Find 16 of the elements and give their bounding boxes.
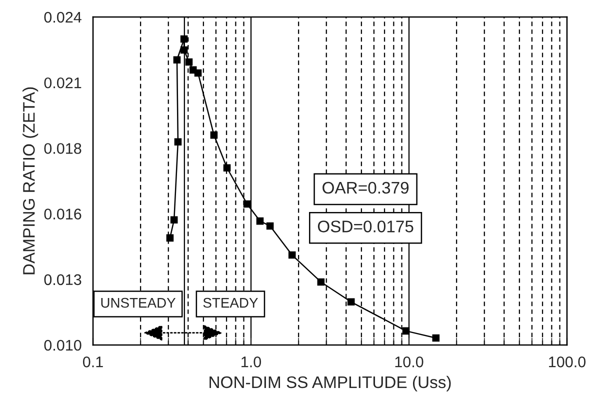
annotation: UNSTEADY (101, 298, 176, 308)
annotation: OAR=0.379 (322, 182, 409, 194)
x-tick-label: 10.0 (395, 356, 424, 368)
y-tick-label: 0.024 (44, 12, 82, 23)
y-tick-label: 0.013 (44, 274, 82, 286)
x-tick-label: 1.0 (242, 356, 262, 368)
y-tick-label: 0.021 (44, 77, 82, 88)
annotation: STEADY (203, 298, 258, 308)
y-tick-label: 0.010 (44, 340, 82, 351)
y-axis-title: DAMPING RATIO (ZETA) (22, 87, 38, 274)
y-tick-label: 0.016 (44, 208, 82, 220)
annotation: OSD=0.0175 (318, 220, 414, 232)
y-tick-label: 0.018 (44, 143, 82, 154)
x-tick-label: 0.1 (82, 356, 103, 368)
x-tick-label: 100.0 (549, 356, 586, 368)
x-axis-title: NON-DIM SS AMPLITUDE (Uss) (210, 376, 451, 392)
